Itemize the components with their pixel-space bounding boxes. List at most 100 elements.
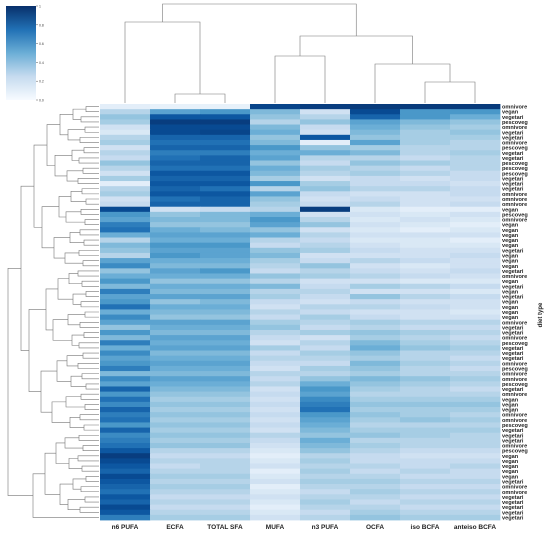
heatmap-cell bbox=[450, 442, 501, 449]
heatmap-cell bbox=[300, 468, 351, 475]
heatmap-cell bbox=[200, 386, 251, 393]
heatmap-cell bbox=[400, 473, 451, 480]
heatmap-cell bbox=[450, 299, 501, 305]
heatmap-cell bbox=[400, 499, 451, 505]
heatmap-cell bbox=[400, 222, 451, 228]
heatmap-cell bbox=[100, 442, 151, 449]
heatmap-cell bbox=[450, 237, 501, 244]
heatmap-cell bbox=[450, 427, 501, 434]
heatmap-cell bbox=[350, 175, 401, 182]
heatmap-cell bbox=[450, 437, 501, 444]
dendrogram-link bbox=[80, 208, 99, 215]
dendrogram-link bbox=[67, 129, 85, 141]
heatmap-cell bbox=[100, 504, 151, 511]
heatmap-cell bbox=[200, 453, 251, 459]
heatmap-cell bbox=[200, 437, 251, 444]
heatmap-cell bbox=[400, 417, 451, 423]
heatmap-cell bbox=[450, 232, 501, 238]
heatmap-cell bbox=[450, 263, 501, 269]
heatmap-cell bbox=[400, 175, 451, 182]
row-label: vegan bbox=[502, 259, 519, 265]
heatmap-cell bbox=[350, 309, 401, 315]
column-dendrogram bbox=[124, 3, 476, 103]
dendrogram-link bbox=[84, 219, 99, 225]
heatmap-cell bbox=[350, 427, 401, 434]
heatmap-cell bbox=[200, 232, 251, 238]
heatmap-cell bbox=[150, 509, 201, 516]
heatmap-cell bbox=[150, 268, 201, 274]
heatmap-cell bbox=[300, 294, 351, 300]
heatmap-cell bbox=[400, 252, 451, 259]
heatmap-cell bbox=[300, 335, 351, 341]
heatmap-cell bbox=[450, 386, 501, 393]
heatmap-cell bbox=[350, 206, 401, 213]
heatmap-cell bbox=[250, 299, 301, 305]
heatmap-cell bbox=[200, 237, 251, 244]
dendrogram-link bbox=[78, 434, 99, 441]
dendrogram-link bbox=[64, 252, 83, 264]
heatmap-cell bbox=[200, 201, 251, 208]
heatmap-cell bbox=[450, 468, 501, 475]
dendrogram-link bbox=[80, 393, 99, 400]
heatmap-cell bbox=[450, 514, 501, 521]
row-label: vegan bbox=[502, 110, 519, 116]
heatmap-cell bbox=[350, 504, 401, 511]
heatmap-cell bbox=[150, 463, 201, 470]
heatmap-cell bbox=[350, 124, 401, 131]
dendrogram-link bbox=[59, 113, 73, 136]
heatmap-cell bbox=[100, 365, 151, 372]
heatmap-cell bbox=[400, 186, 451, 192]
heatmap-cell bbox=[450, 155, 501, 161]
heatmap-cell bbox=[450, 355, 501, 362]
heatmap-cell bbox=[450, 329, 501, 336]
heatmap-cell bbox=[250, 150, 301, 156]
heatmap-cell bbox=[150, 124, 201, 131]
heatmap-cell bbox=[350, 396, 401, 403]
heatmap-cell bbox=[450, 134, 501, 141]
row-label: pescoveg bbox=[502, 166, 528, 172]
column-label: TOTAL SFA bbox=[207, 524, 243, 531]
heatmap-cell bbox=[200, 145, 251, 151]
heatmap-cell bbox=[300, 448, 351, 454]
dendrogram-link bbox=[85, 291, 99, 297]
heatmap-cell bbox=[200, 283, 251, 290]
heatmap-cell bbox=[200, 299, 251, 305]
heatmap-cell bbox=[100, 222, 151, 228]
heatmap-cell bbox=[150, 273, 201, 280]
heatmap-cell bbox=[450, 345, 501, 351]
heatmap-cell bbox=[100, 273, 151, 280]
heatmap-cell bbox=[450, 448, 501, 454]
heatmap-cell bbox=[100, 114, 151, 120]
heatmap-cell bbox=[350, 227, 401, 233]
heatmap-cell bbox=[300, 309, 351, 315]
heatmap-cell bbox=[100, 401, 151, 408]
dendrogram-link bbox=[68, 273, 82, 285]
heatmap-cell bbox=[450, 104, 501, 110]
heatmap-cell bbox=[100, 216, 151, 223]
heatmap-cell bbox=[100, 484, 151, 490]
heatmap-cell bbox=[200, 376, 251, 382]
heatmap-cell bbox=[400, 468, 451, 475]
dendrogram-link bbox=[45, 288, 58, 331]
heatmap-cell bbox=[250, 304, 301, 310]
heatmap-cell bbox=[150, 252, 201, 259]
heatmap-cell bbox=[100, 124, 151, 131]
row-label: vegan bbox=[502, 243, 519, 249]
heatmap-cell bbox=[200, 345, 251, 351]
heatmap-cell bbox=[100, 160, 151, 167]
heatmap-cell bbox=[150, 242, 201, 249]
heatmap-cell bbox=[100, 381, 151, 387]
row-label: vegetari bbox=[502, 130, 524, 136]
heatmap-cell bbox=[350, 376, 401, 382]
dendrogram-link bbox=[28, 309, 46, 392]
heatmap-cell bbox=[350, 216, 401, 223]
heatmap-cell bbox=[200, 432, 251, 439]
heatmap-cell bbox=[450, 335, 501, 341]
dendrogram-link bbox=[78, 157, 99, 164]
heatmap-cell bbox=[200, 329, 251, 336]
heatmap-cell bbox=[250, 309, 301, 315]
heatmap-cell bbox=[350, 407, 401, 413]
heatmap-cell bbox=[350, 494, 401, 500]
dendrogram-link bbox=[53, 237, 70, 259]
heatmap-cell bbox=[200, 175, 251, 182]
